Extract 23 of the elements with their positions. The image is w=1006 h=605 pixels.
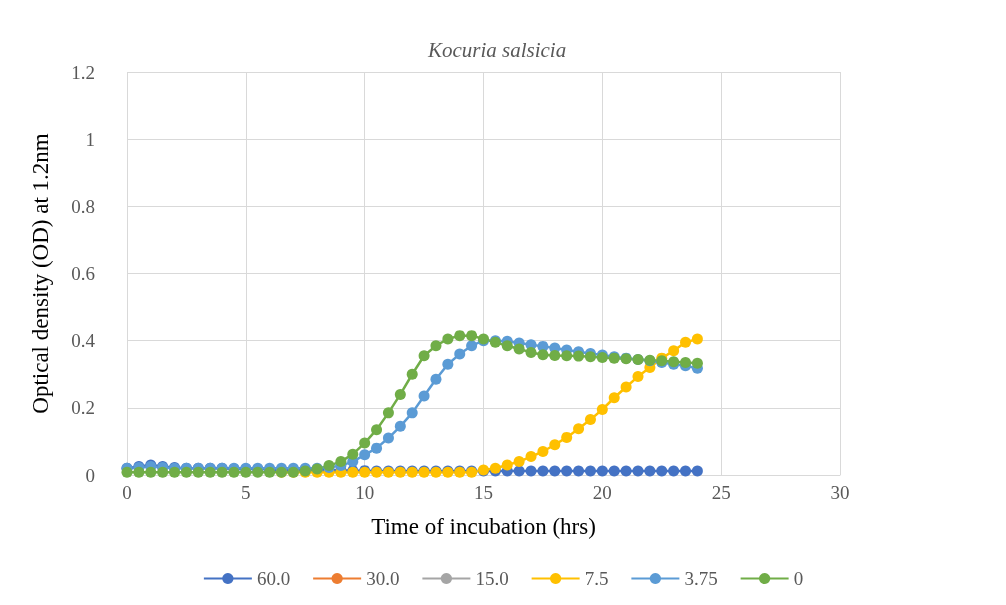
y-axis-title: Optical density (OD) at 1.2nm [28,133,53,414]
x-tick-label: 0 [122,482,132,503]
x-tick-label: 10 [355,482,375,503]
legend-label: 60.0 [256,568,291,589]
y-tick-label: 1 [85,128,95,150]
legend-label: 0 [793,568,804,589]
x-tick-label: 20 [592,482,612,503]
y-tick-label: 0.6 [71,263,95,284]
legend-label: 7.5 [584,568,609,589]
y-tick-label: 0 [85,464,95,486]
legend-label: 30.0 [366,568,400,589]
x-tick-label: 15 [474,482,493,503]
x-axis-title: Time of incubation (hrs) [371,514,596,539]
y-tick-label: 0.8 [71,195,95,217]
y-tick-label: 0.2 [71,397,95,419]
legend-label: 3.75 [684,568,718,589]
x-tick-label: 30 [830,482,850,503]
y-tick-label: 0.4 [71,330,96,352]
x-tick-label: 25 [711,482,731,503]
y-tick-label: 1.2 [71,61,95,83]
chart-title: Kocuria salsicia [426,37,567,62]
legend-label: 15.0 [475,568,509,589]
x-tick-label: 5 [241,482,251,503]
